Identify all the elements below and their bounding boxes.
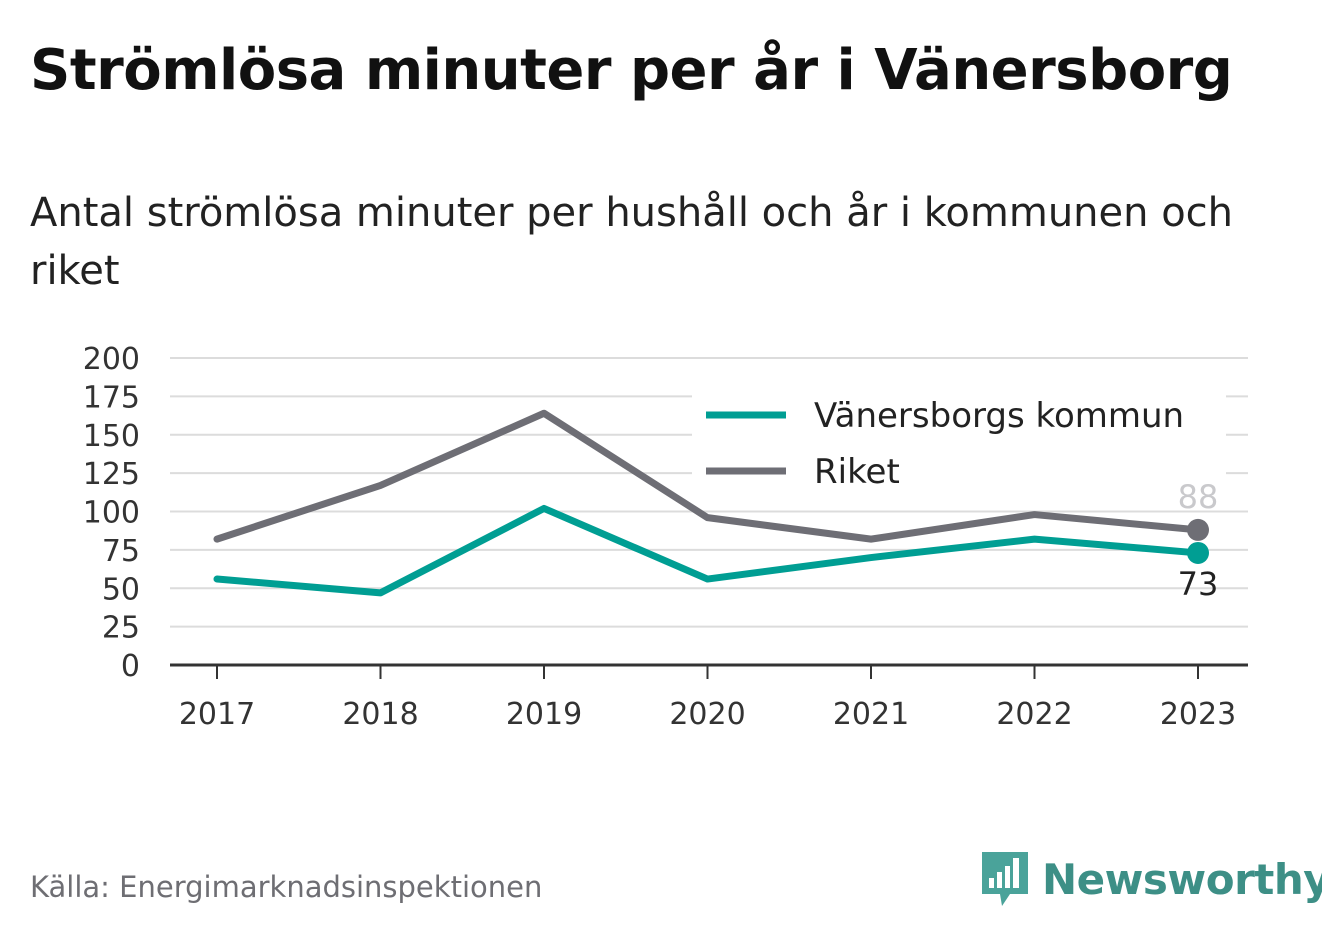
legend-label: Vänersborgs kommun: [814, 396, 1184, 436]
y-tick-label: 75: [102, 534, 140, 569]
x-tick-label: 2018: [342, 697, 418, 732]
x-tick-label: 2023: [1160, 697, 1236, 732]
brand-logo: Newsworthy: [980, 850, 1322, 908]
y-tick-label: 0: [121, 649, 140, 684]
series-end-point-1: [1187, 518, 1209, 541]
y-tick-label: 50: [102, 572, 140, 607]
brand-name: Newsworthy: [1042, 854, 1322, 904]
chart-subtitle: Antal strömlösa minuter per hushåll och …: [30, 190, 1234, 294]
y-tick-label: 125: [83, 457, 140, 492]
series-line-1: [213, 409, 1202, 543]
legend-background: [692, 382, 1226, 502]
chart-title: Strömlösa minuter per år i Vänersborg: [30, 38, 1233, 103]
y-tick-label: 200: [83, 342, 140, 377]
y-tick-label: 150: [83, 419, 140, 454]
series-line-0: [213, 504, 1202, 597]
x-tick-label: 2021: [833, 697, 909, 732]
x-tick-label: 2017: [179, 697, 255, 732]
end-label-kommun: 73: [1178, 565, 1219, 603]
y-tick-label: 100: [83, 496, 140, 531]
x-tick-label: 2019: [506, 697, 582, 732]
y-tick-label: 175: [83, 380, 140, 415]
end-label-riket: 88: [1178, 478, 1219, 516]
x-tick-label: 2022: [996, 697, 1072, 732]
source-note: Källa: Energimarknadsinspektionen: [30, 870, 543, 904]
bar-chart-speech-bubble-icon: [982, 852, 1028, 906]
series-end-point-0: [1187, 541, 1209, 564]
legend-label: Riket: [814, 452, 900, 492]
x-tick-label: 2020: [669, 697, 745, 732]
y-tick-label: 25: [102, 611, 140, 646]
